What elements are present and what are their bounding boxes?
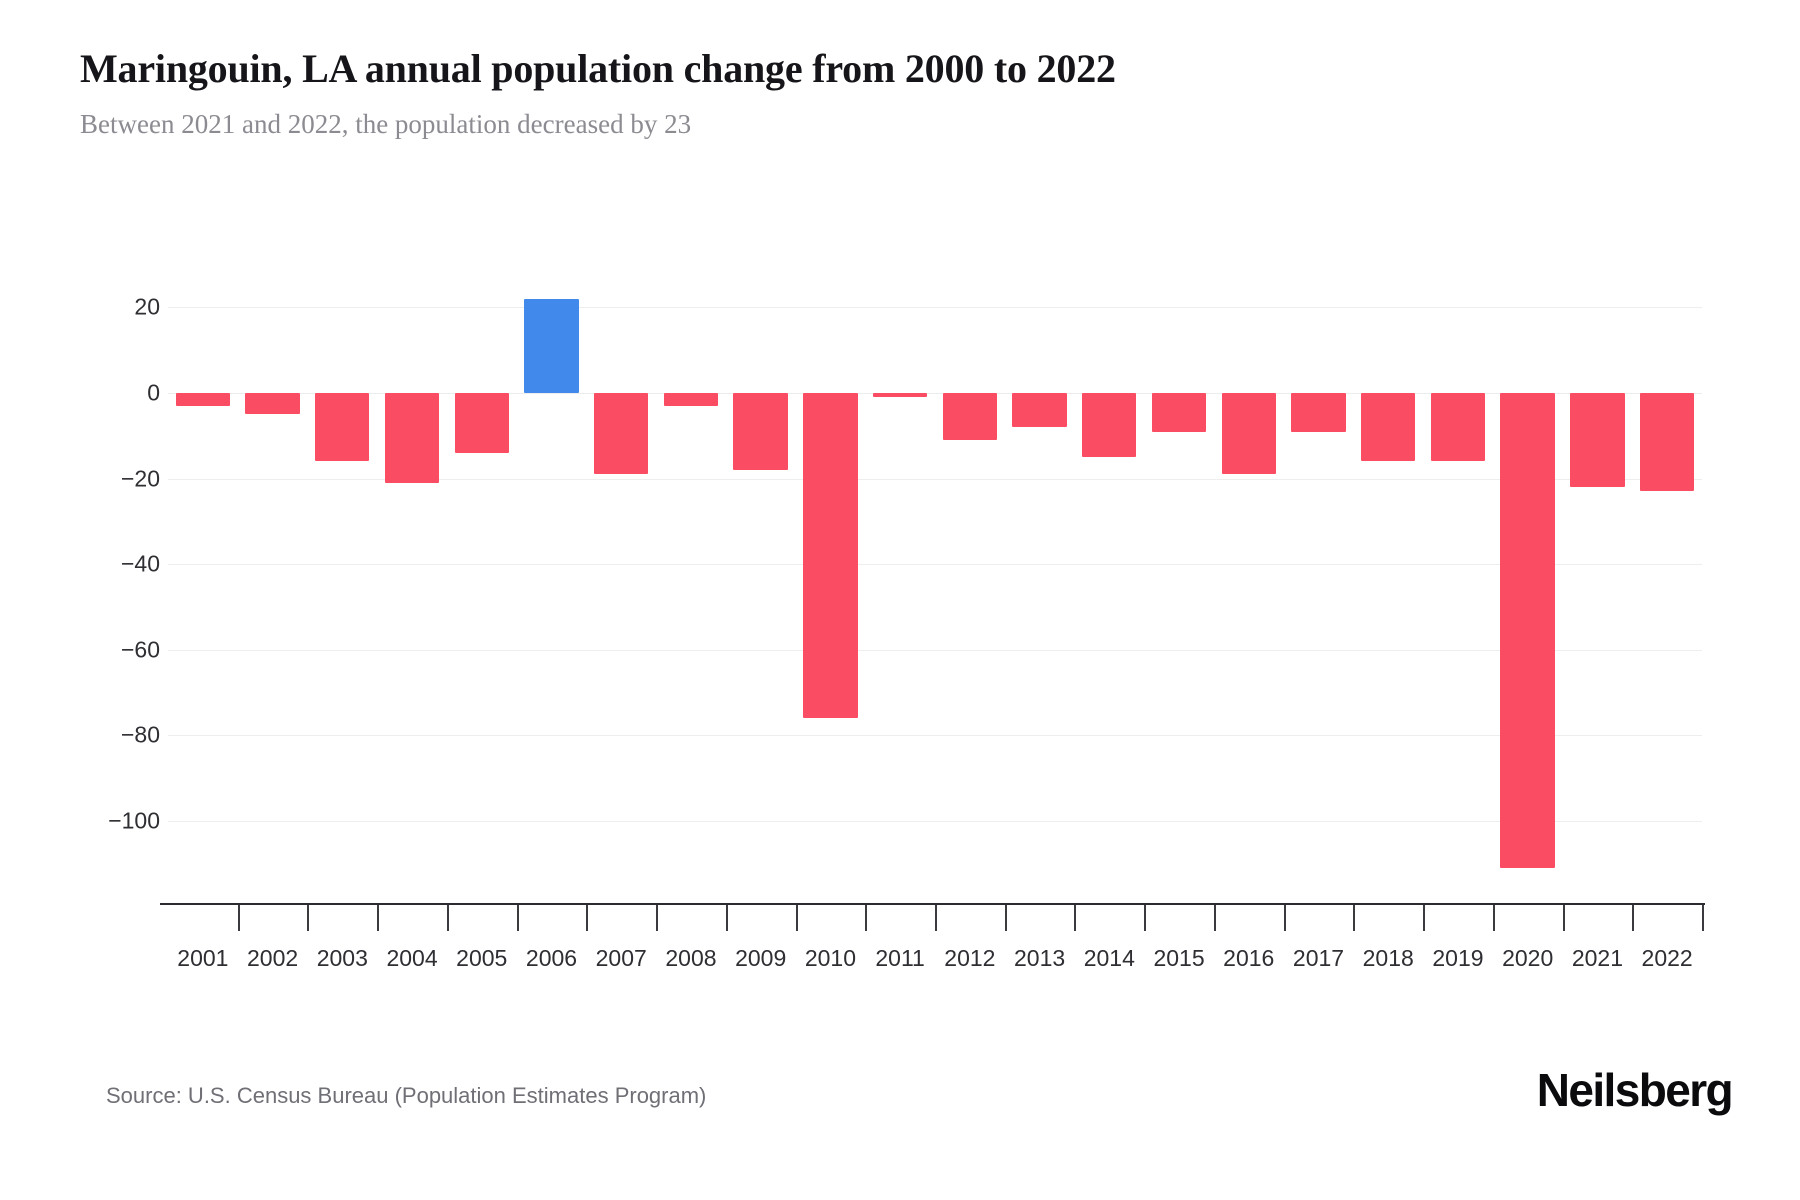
x-tick-label-2015: 2015 — [1153, 945, 1205, 971]
x-tick — [1423, 905, 1426, 931]
bar-2020[interactable] — [1500, 393, 1555, 869]
x-tick — [446, 905, 449, 931]
x-tick — [516, 905, 519, 931]
x-tick-label-2018: 2018 — [1362, 945, 1414, 971]
x-tick-label-2006: 2006 — [525, 945, 578, 971]
gridline — [168, 478, 1702, 480]
bar-2008[interactable] — [663, 393, 719, 406]
bar-2003[interactable] — [315, 393, 370, 462]
y-tick-label: −20 — [120, 465, 160, 492]
x-tick-label-2022: 2022 — [1641, 945, 1693, 971]
bar-2007[interactable] — [594, 393, 649, 475]
bar-2002[interactable] — [245, 393, 300, 415]
x-tick — [865, 905, 868, 931]
bar-2012[interactable] — [942, 393, 998, 441]
x-tick — [1283, 905, 1286, 931]
x-tick-label-2014: 2014 — [1083, 945, 1135, 971]
x-tick-label-2012: 2012 — [944, 945, 996, 971]
bar-2017[interactable] — [1291, 393, 1346, 432]
bar-2011[interactable] — [872, 393, 928, 398]
x-tick-label-2017: 2017 — [1292, 945, 1345, 971]
x-tick-label-2019: 2019 — [1432, 945, 1484, 971]
x-tick — [1213, 905, 1216, 931]
x-tick-label-2003: 2003 — [316, 945, 368, 971]
x-tick — [1702, 905, 1704, 931]
x-tick — [237, 905, 240, 931]
x-tick — [377, 905, 380, 931]
bar-2018[interactable] — [1361, 393, 1416, 462]
y-tick-label: −40 — [120, 550, 160, 577]
x-tick — [1632, 905, 1635, 931]
x-tick-label-2011: 2011 — [875, 945, 925, 971]
x-tick-label-2004: 2004 — [386, 945, 438, 971]
x-tick-label-2016: 2016 — [1223, 945, 1275, 971]
bar-2001[interactable] — [175, 393, 231, 406]
bar-2021[interactable] — [1570, 393, 1625, 488]
gridline — [168, 564, 1702, 566]
gridline — [168, 821, 1702, 822]
page-title: Maringouin, LA annual population change … — [80, 46, 1116, 91]
x-axis-line — [160, 903, 1705, 905]
x-tick — [1353, 905, 1356, 931]
x-tick-label-2007: 2007 — [595, 945, 647, 971]
bar-series — [168, 0, 1702, 1200]
bar-2014[interactable] — [1082, 393, 1137, 458]
x-tick — [1144, 905, 1147, 931]
chart-subtitle: Between 2021 and 2022, the population de… — [80, 109, 692, 139]
x-tick-label-2013: 2013 — [1013, 945, 1066, 971]
bar-2005[interactable] — [454, 393, 509, 453]
gridline — [168, 393, 1702, 394]
y-tick-label: 20 — [134, 293, 160, 320]
bar-2016[interactable] — [1221, 393, 1276, 475]
bar-2004[interactable] — [384, 393, 440, 483]
x-tick-label-2008: 2008 — [665, 945, 717, 971]
bar-2019[interactable] — [1430, 393, 1486, 462]
y-tick-label: −80 — [120, 721, 160, 748]
bar-2013[interactable] — [1012, 393, 1067, 428]
x-tick — [1004, 905, 1007, 931]
x-tick-label-2020: 2020 — [1502, 945, 1554, 971]
bar-2006[interactable] — [524, 298, 579, 393]
x-tick-label-2005: 2005 — [456, 945, 508, 971]
x-tick — [795, 905, 798, 931]
x-tick — [586, 905, 589, 931]
x-tick-label-2010: 2010 — [804, 945, 856, 971]
y-tick-label: −100 — [108, 807, 160, 834]
x-tick — [1074, 905, 1077, 931]
gridline — [168, 307, 1702, 309]
gridline — [168, 735, 1702, 737]
source-note: Source: U.S. Census Bureau (Population E… — [106, 1083, 707, 1108]
x-tick — [1562, 905, 1565, 931]
gridline — [168, 649, 1702, 651]
x-tick — [307, 905, 310, 931]
y-tick-label: −60 — [120, 636, 160, 663]
x-tick-label-2002: 2002 — [246, 945, 299, 971]
x-tick-label-2021: 2021 — [1571, 945, 1623, 971]
x-tick-label-2001: 2001 — [177, 945, 229, 971]
bar-2015[interactable] — [1151, 393, 1207, 432]
x-tick — [1492, 905, 1495, 931]
x-tick — [935, 905, 937, 931]
x-tick — [656, 905, 659, 931]
chart-header: Maringouin, LA annual population change … — [80, 46, 1740, 140]
x-tick-label-2009: 2009 — [735, 945, 787, 971]
bar-2010[interactable] — [803, 393, 858, 719]
brand-logo: Neilsberg — [1536, 1064, 1734, 1116]
y-axis: 20 0 −20 −40 −60 −80 −100 — [0, 0, 160, 1200]
bar-2009[interactable] — [733, 393, 788, 471]
x-tick — [725, 905, 728, 931]
y-tick-label: 0 — [147, 379, 160, 406]
bar-2022[interactable] — [1639, 393, 1695, 492]
